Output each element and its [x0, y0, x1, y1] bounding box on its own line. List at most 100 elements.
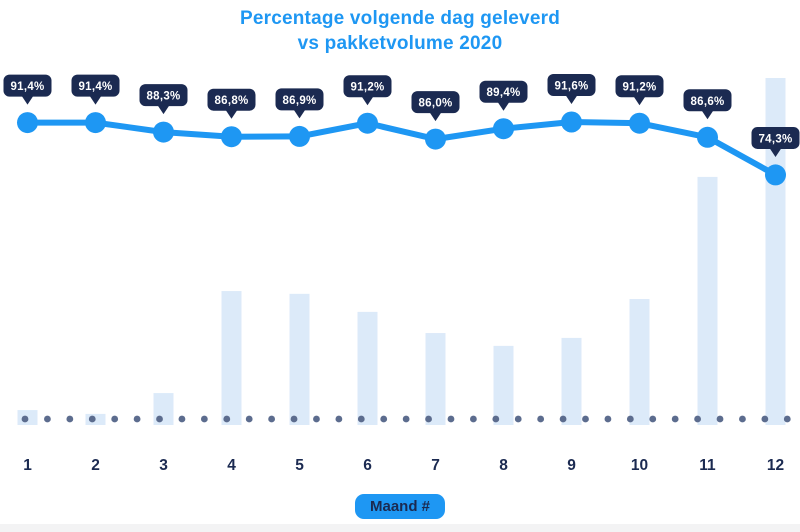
baseline-dot: [44, 415, 51, 423]
month-label-4: 4: [227, 457, 236, 474]
badge-value-label: 86,0%: [418, 98, 452, 110]
badge-box: [547, 74, 596, 96]
baseline-dot: [783, 415, 791, 423]
percentage-points: [17, 111, 786, 186]
baseline-dot: [470, 415, 477, 423]
baseline-dot: [716, 415, 724, 423]
badge-box: [751, 126, 800, 149]
badge-value-label: 91,2%: [350, 82, 384, 94]
baseline-dot: [671, 415, 679, 423]
value-badge-month-7: 86,0%: [411, 91, 460, 122]
volume-bar-month-6: [357, 311, 378, 425]
badge-box: [343, 75, 392, 98]
badge-pointer: [633, 96, 646, 106]
baseline-dot: [88, 415, 96, 423]
chart-title-line2: vs pakketvolume 2020: [297, 33, 503, 55]
badge-box: [139, 84, 188, 107]
month-label-12: 12: [767, 457, 784, 474]
baseline-dot: [357, 415, 365, 423]
value-badge-month-5: 86,9%: [275, 88, 324, 119]
data-point-month-2: [85, 112, 106, 134]
x-axis-label-badge: Maand #: [354, 494, 446, 519]
volume-bar-month-7: [425, 333, 446, 425]
badge-pointer: [21, 95, 34, 105]
volume-bar-month-9: [561, 337, 582, 425]
volume-bar-month-12: [765, 78, 786, 425]
value-badge-month-2: 91,4%: [71, 74, 120, 105]
chart-title-line1: Percentage volgende dag geleverd: [239, 8, 560, 29]
value-badges: 91,4% 91,4% 88,3% 86,8% 86,9% 91,2% 86,0% 89,4%…: [3, 74, 800, 157]
baseline-dot: [649, 415, 657, 423]
badge-value-label: 91,2%: [622, 82, 656, 94]
baseline-dot: [492, 415, 500, 423]
badge-box: [683, 89, 732, 112]
baseline-dot: [21, 415, 29, 423]
data-point-month-3: [153, 121, 174, 143]
value-badge-month-11: 86,6%: [683, 89, 732, 120]
baseline-dot: [537, 415, 545, 423]
baseline-dot: [223, 415, 231, 423]
volume-bar-month-5: [289, 293, 310, 425]
baseline-dot: [626, 415, 634, 423]
baseline-dot: [402, 415, 410, 423]
badge-value-label: 89,4%: [486, 87, 520, 99]
baseline-dot: [447, 415, 455, 423]
data-point-month-11: [697, 126, 718, 148]
data-point-month-12: [765, 164, 786, 186]
month-label-8: 8: [499, 457, 508, 474]
baseline-dot: [313, 415, 320, 423]
baseline-dot: [380, 415, 388, 423]
baseline-dot: [156, 415, 163, 423]
badge-box: [479, 80, 528, 103]
value-badge-month-3: 88,3%: [139, 84, 188, 115]
volume-bar-month-4: [221, 291, 242, 425]
value-badge-month-12: 74,3%: [751, 126, 800, 157]
data-point-month-7: [425, 128, 446, 150]
data-point-month-1: [17, 112, 38, 134]
baseline-dot: [559, 415, 567, 423]
month-label-2: 2: [91, 457, 100, 474]
badge-pointer: [565, 95, 578, 104]
volume-bar-month-10: [629, 299, 650, 425]
baseline-dot: [514, 415, 522, 423]
data-point-month-4: [221, 126, 242, 148]
badge-box: [3, 74, 52, 97]
baseline-dot: [335, 415, 343, 423]
badge-pointer: [157, 105, 170, 115]
badge-pointer: [225, 109, 238, 119]
month-label-1: 1: [23, 457, 32, 474]
badge-box: [71, 74, 120, 97]
baseline-dot: [200, 415, 208, 423]
baseline-dot: [761, 415, 769, 423]
value-badge-month-10: 91,2%: [615, 75, 664, 106]
badge-pointer: [769, 147, 782, 157]
badge-box: [615, 75, 664, 98]
baseline-dot: [425, 415, 432, 423]
badge-pointer: [497, 101, 510, 111]
chart-title: Percentage volgende dag geleverd vs pakk…: [0, 6, 800, 56]
badge-pointer: [89, 95, 102, 105]
badge-value-label: 91,4%: [78, 81, 112, 93]
badge-value-label: 86,9%: [282, 95, 316, 107]
volume-bars: [17, 78, 786, 425]
baseline-dot: [582, 415, 589, 423]
volume-bar-month-11: [697, 176, 718, 425]
month-label-3: 3: [159, 457, 168, 474]
badge-pointer: [701, 110, 714, 120]
badge-pointer: [361, 96, 374, 106]
baseline-dot: [245, 415, 253, 423]
baseline-dot: [739, 415, 746, 423]
baseline-dot: [111, 415, 119, 423]
value-badge-month-1: 91,4%: [3, 74, 52, 105]
badge-value-label: 91,4%: [10, 81, 44, 93]
badge-box: [411, 91, 460, 114]
value-badge-month-6: 91,2%: [343, 75, 392, 106]
badge-value-label: 74,3%: [758, 133, 792, 145]
badge-value-label: 88,3%: [146, 91, 180, 103]
baseline-dot: [133, 415, 141, 423]
baseline-dot: [66, 415, 74, 423]
percentage-line: [24, 119, 779, 178]
month-label-9: 9: [567, 457, 576, 474]
data-point-month-9: [561, 111, 582, 133]
